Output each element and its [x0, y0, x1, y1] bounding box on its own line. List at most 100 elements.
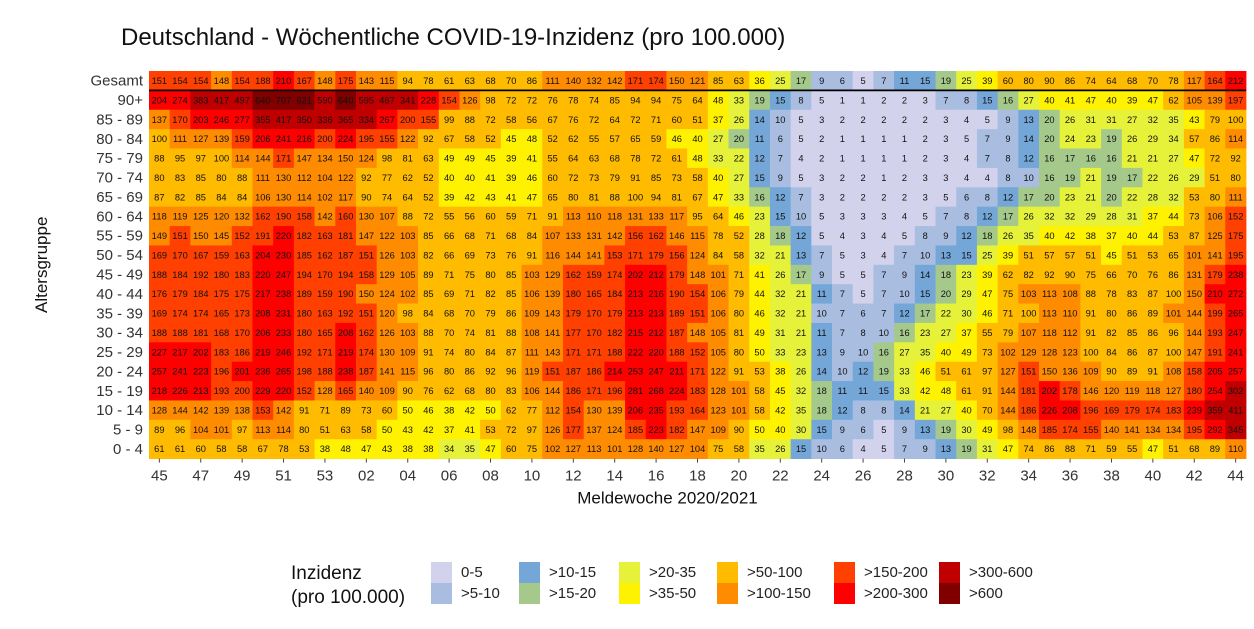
- heatmap-cell: [666, 148, 688, 169]
- cell-value: 80: [154, 173, 164, 183]
- legend-label: >100-150: [747, 585, 811, 602]
- cell-value: 152: [296, 386, 312, 396]
- cell-value: 67: [547, 115, 557, 125]
- heatmap-cell: [293, 129, 315, 149]
- cell-value: 98: [403, 309, 413, 319]
- heatmap-cell: [521, 148, 543, 169]
- cell-value: 181: [1021, 386, 1037, 396]
- row-label: 45 - 49: [96, 266, 143, 283]
- heatmap-cell: [666, 439, 688, 459]
- cell-value: 2: [902, 192, 907, 202]
- heatmap-cell: [211, 400, 233, 421]
- heatmap-cell: [335, 439, 357, 459]
- cell-value: 16: [1086, 154, 1096, 164]
- cell-value: 10: [817, 444, 827, 454]
- heatmap-cell: [707, 187, 729, 208]
- heatmap-cell: [562, 361, 585, 382]
- heatmap-cell: [769, 400, 792, 421]
- cell-value: 38: [320, 444, 330, 454]
- heatmap-cell: [749, 206, 771, 227]
- heatmap-cell: [894, 284, 916, 304]
- cell-value: 140: [648, 444, 664, 454]
- cell-value: 44: [1148, 231, 1158, 241]
- heatmap-cell: [521, 264, 543, 285]
- cell-value: 9: [819, 270, 824, 280]
- cell-value: 188: [172, 328, 188, 338]
- cell-value: 621: [296, 95, 312, 105]
- heatmap-cell: [293, 322, 315, 343]
- heatmap-cell: [1225, 148, 1247, 169]
- heatmap-cell: [500, 400, 522, 421]
- cell-value: 144: [1000, 386, 1016, 396]
- heatmap-cell: [666, 361, 688, 382]
- heatmap-cell: [521, 90, 543, 111]
- heatmap-cell: [914, 129, 936, 149]
- cell-value: 196: [607, 386, 623, 396]
- heatmap-cell: [976, 264, 999, 285]
- cell-value: 118: [1145, 386, 1160, 396]
- cell-value: 162: [317, 250, 333, 260]
- cell-value: 101: [214, 425, 230, 435]
- cell-value: 142: [276, 405, 292, 415]
- cell-value: 707: [276, 95, 292, 105]
- cell-value: 10: [920, 250, 930, 260]
- row-label: 15 - 19: [96, 383, 143, 400]
- heatmap-cell: [914, 264, 936, 285]
- cell-value: 95: [175, 154, 185, 164]
- cell-value: 130: [276, 192, 292, 202]
- cell-value: 82: [175, 192, 185, 202]
- cell-value: 51: [1086, 250, 1096, 260]
- heatmap-cell: [459, 419, 481, 440]
- heatmap-cell: [790, 322, 812, 343]
- cell-value: 247: [648, 367, 664, 377]
- cell-value: 228: [421, 95, 437, 105]
- heatmap-cell: [852, 226, 874, 246]
- heatmap-cell: [293, 361, 315, 382]
- heatmap-cell: [1018, 419, 1040, 440]
- cell-value: 88: [1086, 289, 1096, 299]
- cell-value: 12: [796, 231, 806, 241]
- cell-value: 193: [214, 386, 230, 396]
- heatmap-cell: [1059, 264, 1081, 285]
- heatmap-cell: [1142, 342, 1164, 363]
- heatmap-cell: [1080, 206, 1102, 227]
- heatmap-cell: [583, 129, 605, 149]
- heatmap-cell: [438, 129, 460, 149]
- cell-value: 53: [1168, 231, 1178, 241]
- heatmap-cell: [1163, 226, 1185, 246]
- heatmap-cell: [335, 342, 357, 363]
- heatmap-cell: [645, 148, 667, 169]
- cell-value: 12: [775, 192, 785, 202]
- heatmap-cell: [314, 303, 336, 324]
- cell-value: 201: [234, 367, 250, 377]
- heatmap-cell: [418, 303, 440, 324]
- cell-value: 37: [444, 425, 454, 435]
- heatmap-cell: [252, 206, 274, 227]
- heatmap-cell: [1142, 187, 1164, 208]
- heatmap-cell: [997, 284, 1019, 304]
- cell-value: 186: [1021, 405, 1037, 415]
- heatmap-cell: [521, 303, 543, 324]
- x-tick-label: 18: [689, 468, 706, 485]
- heatmap-cell: [1059, 322, 1081, 343]
- heatmap-cell: [976, 361, 999, 382]
- cell-value: 72: [527, 95, 537, 105]
- cell-value: 139: [545, 289, 561, 299]
- cell-value: 118: [152, 212, 167, 222]
- cell-value: 40: [775, 425, 785, 435]
- cell-value: 139: [214, 405, 230, 415]
- cell-value: 2: [881, 115, 886, 125]
- heatmap-cell: [542, 129, 564, 149]
- heatmap-cell: [252, 419, 274, 440]
- row-label: 25 - 29: [96, 344, 143, 361]
- cell-value: 15: [754, 173, 764, 183]
- heatmap-cell: [728, 129, 750, 149]
- heatmap-cell: [1059, 206, 1081, 227]
- heatmap-cell: [728, 109, 750, 130]
- heatmap-cell: [190, 167, 212, 188]
- cell-value: 89: [1210, 444, 1220, 454]
- cell-value: 43: [1189, 115, 1199, 125]
- heatmap-cell: [1183, 206, 1206, 227]
- cell-value: 80: [734, 347, 744, 357]
- cell-value: 590: [317, 95, 333, 105]
